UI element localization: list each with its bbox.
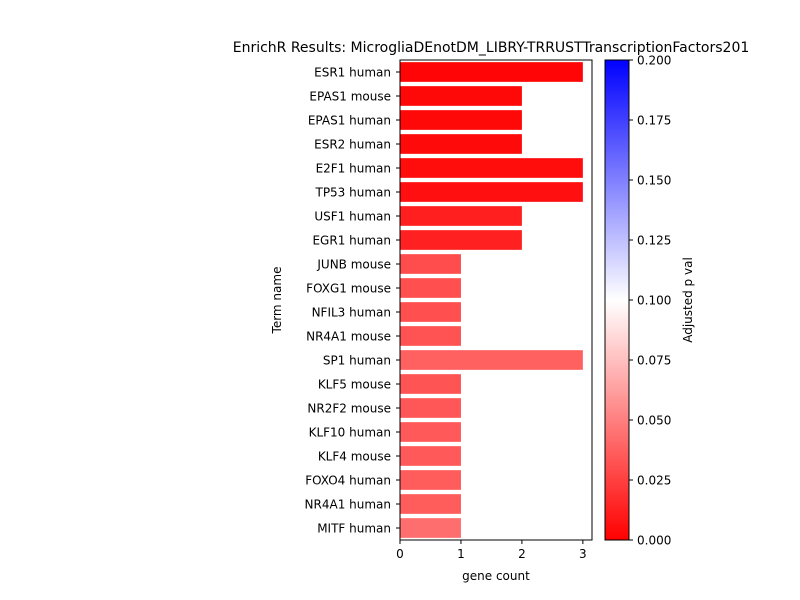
colorbar-tick-label: 0.000 xyxy=(637,534,671,548)
y-tick-label: NFIL3 human xyxy=(312,306,391,320)
y-tick-label: SP1 human xyxy=(323,354,391,368)
bar xyxy=(400,350,583,370)
y-tick-label: FOXG1 mouse xyxy=(306,282,391,296)
bar xyxy=(400,62,583,82)
bar xyxy=(400,86,522,106)
chart-title: EnrichR Results: MicrogliaDEnotDM_LIBRY-… xyxy=(233,40,750,56)
colorbar xyxy=(604,59,630,541)
bar xyxy=(400,518,461,538)
bar xyxy=(400,254,461,274)
y-tick-label: NR4A1 mouse xyxy=(306,330,391,344)
colorbar-tick-label: 0.175 xyxy=(637,114,671,128)
colorbar-tick-label: 0.125 xyxy=(637,234,671,248)
bar xyxy=(400,134,522,154)
bar xyxy=(400,182,583,202)
x-tick-label: 1 xyxy=(457,547,465,561)
x-axis-label: gene count xyxy=(462,569,530,583)
y-tick-label: ESR2 human xyxy=(314,138,391,152)
colorbar-tick-label: 0.025 xyxy=(637,474,671,488)
x-axis: 0 1 2 3 xyxy=(396,540,587,561)
bars-group xyxy=(400,62,583,538)
colorbar-tick-label: 0.100 xyxy=(637,294,671,308)
y-tick-label: NR2F2 mouse xyxy=(307,402,391,416)
bar xyxy=(400,278,461,298)
y-tick-label: JUNB mouse xyxy=(316,258,391,272)
colorbar-ticks: 0.000 0.025 0.050 0.075 0.100 0.125 0.150 0.175… xyxy=(629,54,671,548)
bar xyxy=(400,110,522,130)
bar xyxy=(400,374,461,394)
bar xyxy=(400,206,522,226)
y-tick-label: KLF5 mouse xyxy=(318,378,391,392)
y-tick-label: EPAS1 mouse xyxy=(309,90,391,104)
y-tick-label: MITF human xyxy=(317,522,391,536)
x-tick-label: 2 xyxy=(518,547,526,561)
y-tick-label: ESR1 human xyxy=(314,66,391,80)
y-tick-label: KLF4 mouse xyxy=(318,450,391,464)
bar xyxy=(400,470,461,490)
y-axis-label: Term name xyxy=(270,267,284,335)
bar xyxy=(400,158,583,178)
colorbar-tick-label: 0.150 xyxy=(637,174,671,188)
bar xyxy=(400,398,461,418)
bar xyxy=(400,326,461,346)
x-tick-label: 0 xyxy=(396,547,404,561)
y-tick-label: NR4A1 human xyxy=(305,498,391,512)
bar xyxy=(400,446,461,466)
bar xyxy=(400,422,461,442)
plot-frame xyxy=(399,59,593,541)
colorbar-tick-label: 0.200 xyxy=(637,54,671,68)
y-axis: ESR1 human EPAS1 mouse EPAS1 human ESR2 hum… xyxy=(305,66,400,536)
bar xyxy=(400,230,522,250)
y-tick-label: E2F1 human xyxy=(316,162,391,176)
y-tick-label: TP53 human xyxy=(314,186,391,200)
colorbar-tick-label: 0.075 xyxy=(637,354,671,368)
y-tick-label: KLF10 human xyxy=(309,426,391,440)
bar xyxy=(400,494,461,514)
y-tick-label: EGR1 human xyxy=(312,234,391,248)
colorbar-tick-label: 0.050 xyxy=(637,414,671,428)
y-tick-label: FOXO4 human xyxy=(305,474,391,488)
y-tick-label: USF1 human xyxy=(314,210,391,224)
colorbar-label: Adjusted p val xyxy=(681,257,695,343)
bar xyxy=(400,302,461,322)
y-tick-label: EPAS1 human xyxy=(308,114,391,128)
x-tick-label: 3 xyxy=(579,547,587,561)
